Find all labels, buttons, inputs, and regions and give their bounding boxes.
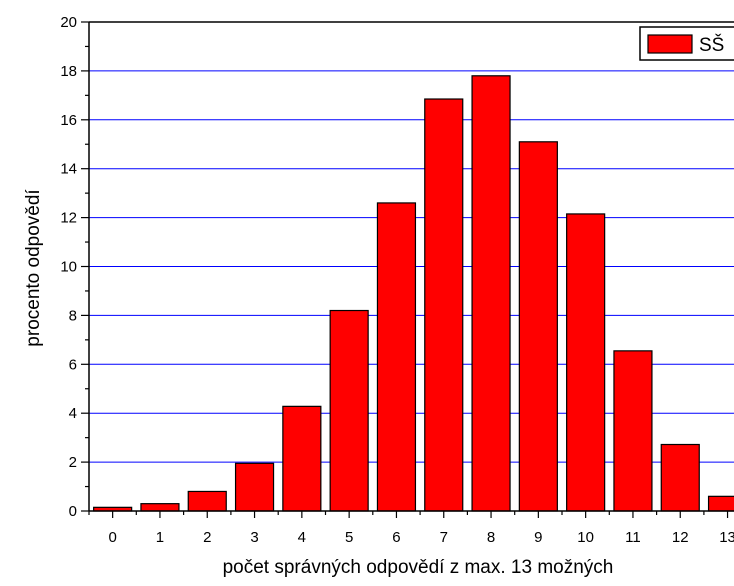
y-tick-label: 14 — [60, 161, 77, 178]
y-tick-label: 16 — [60, 112, 77, 129]
bar-13 — [707, 495, 734, 512]
bar-1 — [140, 503, 180, 512]
legend-swatch — [647, 34, 693, 54]
x-tick-label: 7 — [440, 529, 448, 546]
bar-5 — [329, 309, 369, 512]
y-tick-label: 10 — [60, 259, 77, 276]
y-tick-labels: 0 2 4 6 8 10 12 14 16 18 20 — [60, 14, 77, 520]
x-tick-label: 6 — [392, 529, 400, 546]
bar-12 — [660, 443, 700, 512]
bar-4 — [282, 405, 322, 512]
y-tick-label: 18 — [60, 63, 77, 80]
bar-3 — [234, 462, 275, 512]
x-tick-label: 11 — [625, 529, 641, 546]
bar-10 — [566, 213, 606, 512]
y-tick-label: 12 — [60, 210, 77, 227]
bar-6 — [376, 202, 417, 512]
x-tick-label: 3 — [250, 529, 258, 546]
bar-11 — [613, 350, 653, 512]
y-tick-label: 2 — [69, 454, 77, 471]
y-tick-label: 0 — [69, 503, 77, 520]
x-tick-label: 10 — [577, 529, 594, 546]
bar-2 — [187, 490, 227, 512]
x-tick-label: 12 — [672, 529, 689, 546]
y-tick-label: 8 — [69, 307, 77, 324]
bar-8 — [471, 75, 511, 512]
x-tick-label: 2 — [203, 529, 211, 546]
x-tick-label: 4 — [298, 529, 306, 546]
x-tick-label: 0 — [108, 529, 116, 546]
bar-9 — [518, 141, 558, 512]
x-tick-label: 9 — [534, 529, 542, 546]
legend: SŠ — [639, 26, 734, 61]
x-tick-label: 5 — [345, 529, 353, 546]
y-tick-label: 6 — [69, 356, 77, 373]
x-tick-label: 1 — [156, 529, 164, 546]
x-tick-label: 8 — [487, 529, 495, 546]
bars — [93, 75, 734, 512]
y-axis-title: procento odpovědí — [23, 189, 44, 347]
y-tick-label: 20 — [60, 14, 77, 31]
x-tick-labels: 0 1 2 3 4 5 6 7 8 9 10 11 12 13 — [108, 529, 734, 546]
bar-7 — [424, 98, 464, 512]
legend-label: SŠ — [699, 34, 724, 56]
x-axis-title: počet správných odpovědí z max. 13 možný… — [223, 557, 614, 578]
axes — [81, 21, 734, 518]
y-tick-label: 4 — [69, 405, 77, 422]
x-tick-label: 13 — [719, 529, 734, 546]
